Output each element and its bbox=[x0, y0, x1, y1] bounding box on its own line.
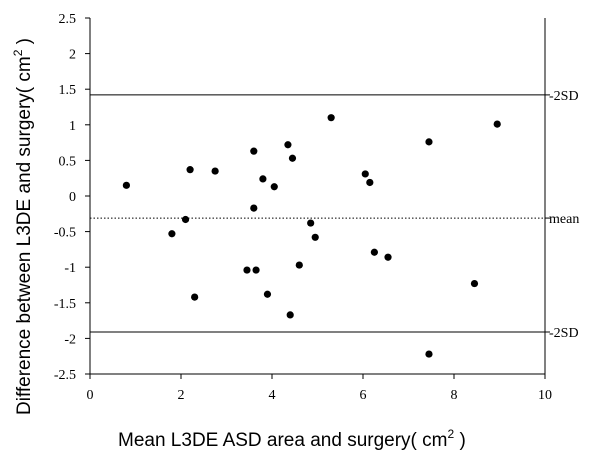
x-tick-label: 10 bbox=[538, 388, 552, 403]
y-axis-label-main: Difference between L3DE and surgery( cm bbox=[14, 56, 35, 415]
data-point bbox=[384, 253, 392, 261]
plot-area bbox=[90, 18, 545, 374]
data-point bbox=[250, 204, 258, 212]
data-point bbox=[286, 311, 294, 319]
x-axis-label-sup: 2 bbox=[448, 427, 455, 441]
y-axis-label-tail: ) bbox=[14, 38, 35, 50]
data-point bbox=[361, 170, 369, 178]
x-axis-label-main: Mean L3DE ASD area and surgery( cm bbox=[118, 430, 448, 451]
data-point bbox=[270, 183, 278, 191]
y-tick-label: 2.5 bbox=[59, 12, 77, 27]
y-tick-label: 0.5 bbox=[59, 154, 77, 169]
y-tick-label: -2 bbox=[64, 332, 76, 347]
y-tick-label: -2.5 bbox=[54, 368, 76, 383]
data-point bbox=[295, 261, 303, 269]
y-tick-label: -0.5 bbox=[54, 226, 76, 241]
data-point bbox=[425, 138, 433, 146]
y-axis-label-sup: 2 bbox=[11, 49, 25, 56]
data-point bbox=[493, 120, 501, 128]
data-point bbox=[191, 293, 199, 301]
y-tick-label: 1 bbox=[69, 119, 76, 134]
y-tick-label: 0 bbox=[69, 190, 76, 205]
x-axis-label-tail: ) bbox=[454, 430, 466, 451]
x-tick-labels: 0 2 4 6 8 10 bbox=[87, 388, 553, 403]
data-point bbox=[470, 279, 479, 288]
data-point bbox=[288, 154, 297, 162]
data-points bbox=[122, 114, 501, 358]
data-point bbox=[370, 248, 378, 256]
x-tick-label: 2 bbox=[178, 388, 185, 403]
data-point bbox=[252, 266, 260, 274]
data-point bbox=[284, 141, 292, 149]
x-axis-label: Mean L3DE ASD area and surgery( cm2 ) bbox=[118, 427, 466, 451]
reference-lines bbox=[90, 94, 550, 333]
y-tick-label: 1.5 bbox=[59, 83, 77, 98]
data-point bbox=[425, 350, 433, 358]
y-tick-labels: 2.5 2 1.5 1 0.5 0 -0.5 -1 -1.5 -2 -2.5 bbox=[54, 12, 76, 383]
x-tick-label: 8 bbox=[451, 388, 458, 403]
data-point bbox=[366, 178, 374, 187]
data-point bbox=[311, 233, 319, 241]
x-tick-label: 4 bbox=[269, 388, 276, 403]
data-point bbox=[307, 219, 315, 227]
sd-limit-label: -2SD bbox=[549, 326, 579, 341]
data-point bbox=[211, 167, 219, 175]
sd-limit-label: -2SD bbox=[549, 89, 579, 104]
data-point bbox=[263, 290, 272, 298]
mean-label: mean bbox=[549, 212, 579, 227]
y-axis-label: Difference between L3DE and surgery( cm2… bbox=[11, 38, 35, 415]
y-tick-label: 2 bbox=[69, 48, 76, 63]
axes bbox=[85, 17, 546, 379]
data-point bbox=[181, 215, 190, 224]
x-tick-label: 6 bbox=[360, 388, 367, 403]
data-point bbox=[250, 147, 258, 155]
x-tick-label: 0 bbox=[87, 388, 94, 403]
data-point bbox=[168, 230, 176, 238]
data-point bbox=[243, 266, 251, 274]
data-point bbox=[259, 175, 267, 183]
reference-line-labels: -2SD mean -2SD bbox=[549, 89, 579, 341]
y-tick-label: -1.5 bbox=[54, 297, 76, 312]
y-tick-label: -1 bbox=[64, 261, 76, 276]
data-point bbox=[122, 181, 130, 189]
data-point bbox=[327, 114, 335, 122]
data-point bbox=[186, 166, 194, 174]
